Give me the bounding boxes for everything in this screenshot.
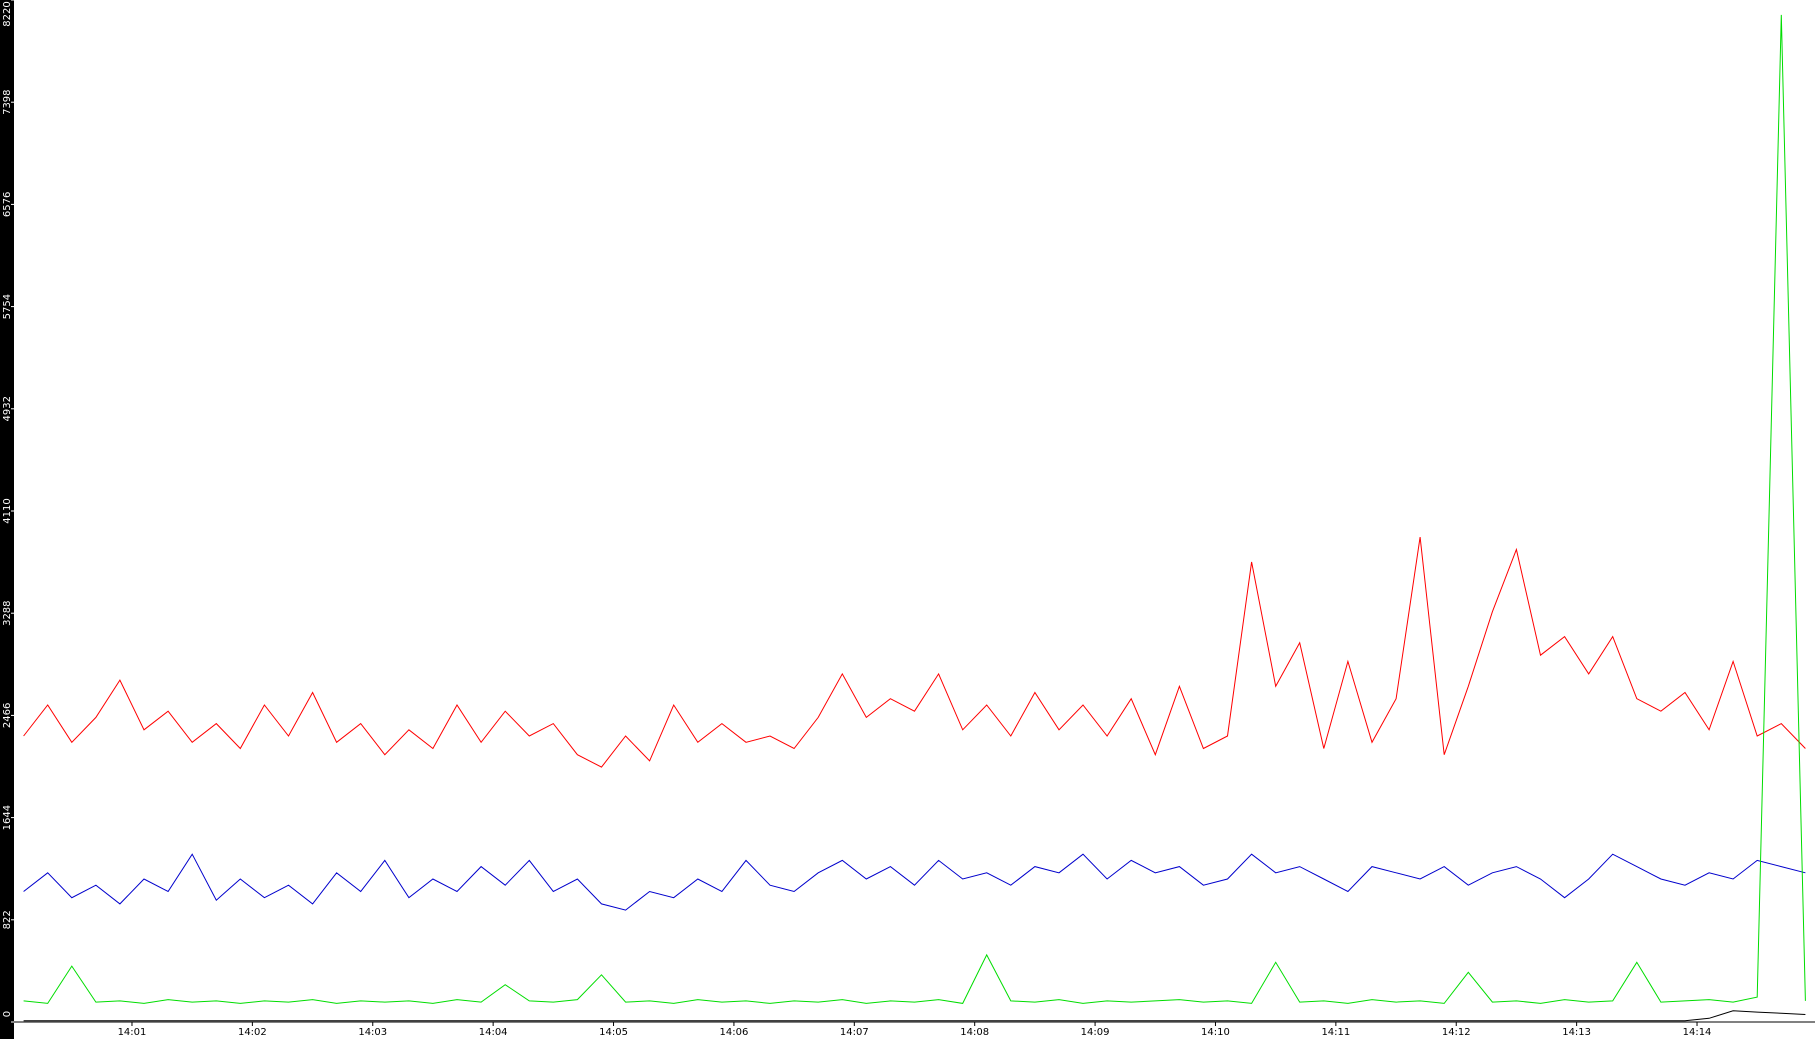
y-tick-label: 1644 — [2, 805, 13, 830]
y-tick-label: 3288 — [2, 600, 13, 625]
x-tick-label: 14:03 — [358, 1027, 387, 1038]
x-tick-label: 14:11 — [1321, 1027, 1350, 1038]
y-tick-label: 822 — [2, 910, 13, 929]
x-tick-label: 14:13 — [1562, 1027, 1591, 1038]
series-line — [23, 14, 1806, 1004]
y-tick-label: 4110 — [2, 498, 13, 523]
x-tick-label: 14:04 — [479, 1027, 508, 1038]
y-axis-strip — [0, 0, 14, 1039]
y-tick-label: 0 — [2, 1011, 13, 1017]
x-tick-label: 14:10 — [1201, 1027, 1230, 1038]
x-tick-label: 14:08 — [960, 1027, 989, 1038]
y-tick-label: 6576 — [2, 192, 13, 217]
y-tick-label: 2466 — [2, 703, 13, 728]
x-tick-label: 14:14 — [1683, 1027, 1712, 1038]
x-tick-label: 14:12 — [1442, 1027, 1471, 1038]
y-tick-label: 7398 — [2, 89, 13, 114]
x-tick-label: 14:07 — [840, 1027, 869, 1038]
series-line — [23, 853, 1806, 911]
x-tick-label: 14:01 — [118, 1027, 147, 1038]
x-tick-label: 14:05 — [599, 1027, 628, 1038]
y-tick-label: 8220 — [2, 1, 13, 26]
x-tick-label: 14:02 — [238, 1027, 267, 1038]
y-tick-label: 5754 — [2, 294, 13, 319]
series-line — [23, 1010, 1806, 1022]
x-tick-label: 14:09 — [1081, 1027, 1110, 1038]
series-line — [23, 537, 1806, 768]
x-tick-label: 14:06 — [720, 1027, 749, 1038]
y-tick-label: 4932 — [2, 396, 13, 421]
